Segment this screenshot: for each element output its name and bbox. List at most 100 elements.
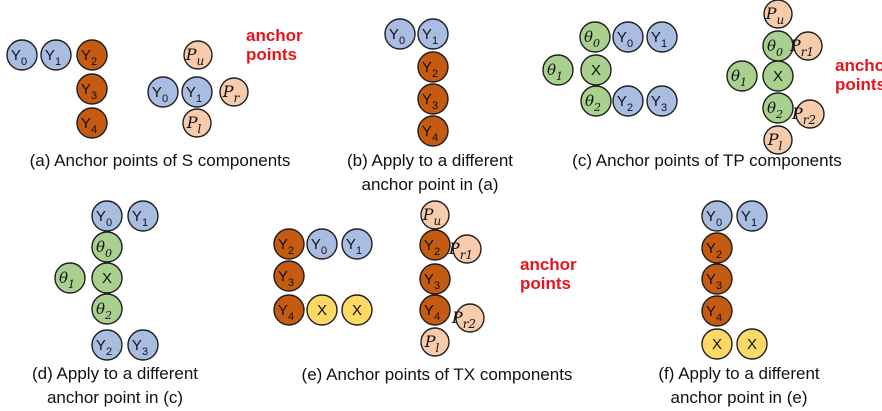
- anchor-point-subscript: u: [777, 13, 785, 27]
- y-node-circle: [417, 51, 449, 83]
- caption-c-line1: (c) Anchor points of TP components: [572, 151, 842, 170]
- anchor-point-Pr2: Pr2: [791, 99, 825, 129]
- y-node-symbol: Y: [741, 208, 751, 225]
- caption-a-line1: (a) Anchor points of S components: [30, 151, 291, 170]
- y-node-symbol: Y: [422, 123, 432, 140]
- x-node-symbol: X: [747, 336, 757, 353]
- theta-node-subscript: 1: [740, 76, 747, 89]
- y-node-Y2: Y2: [419, 229, 451, 261]
- anchor-point-label: Pr: [222, 82, 241, 105]
- x-node-label: X: [591, 62, 601, 79]
- x-node-X: X: [701, 328, 733, 360]
- anchor-point-circle: [219, 77, 249, 107]
- y-node-symbol: Y: [389, 26, 399, 43]
- anchor-point-symbol: P: [765, 4, 777, 23]
- x-node-circle: [580, 54, 612, 86]
- y-node-Y3: Y3: [646, 85, 678, 117]
- theta-node-subscript: 0: [105, 247, 112, 260]
- y-node-circle: [40, 39, 72, 71]
- y-node-label: Y1: [132, 208, 148, 229]
- y-node-subscript: 0: [162, 93, 168, 105]
- y-node-circle: [701, 263, 733, 295]
- y-node-subscript: 2: [91, 56, 97, 68]
- y-node-label: Y3: [706, 271, 722, 292]
- theta-node-circle: [580, 85, 612, 117]
- theta-node-symbol: θ: [584, 28, 593, 46]
- anchor-point-Pu: Pu: [763, 0, 793, 29]
- y-node-label: Y3: [424, 271, 440, 292]
- y-node-symbol: Y: [617, 93, 627, 110]
- anchor-point-circle: [795, 99, 825, 129]
- x-node-label: X: [747, 336, 757, 353]
- anchor-points-label-line2: points: [520, 274, 571, 293]
- x-node-symbol: X: [591, 62, 601, 79]
- anchor-points-label-line1: anchor: [835, 56, 882, 75]
- y-node-symbol: Y: [651, 29, 661, 46]
- y-node-symbol: Y: [422, 59, 432, 76]
- y-node-Y3: Y3: [127, 329, 159, 361]
- y-node-label: Y2: [278, 236, 294, 257]
- y-node-label: Y0: [389, 26, 405, 47]
- y-node-Y3: Y3: [273, 260, 305, 292]
- y-node-subscript: 4: [432, 132, 438, 144]
- y-node-circle: [612, 85, 644, 117]
- y-node-symbol: Y: [132, 337, 142, 354]
- y-node-label: Y2: [424, 237, 440, 258]
- y-node-label: Y2: [81, 47, 97, 68]
- anchor-point-subscript: l: [435, 341, 439, 355]
- y-node-Y2: Y2: [91, 329, 123, 361]
- anchor-point-subscript: r2: [803, 113, 816, 127]
- y-node-Y0: Y0: [701, 200, 733, 232]
- y-node-Y2: Y2: [76, 39, 108, 71]
- anchor-point-symbol: P: [186, 113, 198, 132]
- y-node-subscript: 0: [106, 217, 112, 229]
- y-node-label: Y3: [132, 337, 148, 358]
- y-node-symbol: Y: [132, 208, 142, 225]
- anchor-point-Pr: Pr: [219, 77, 249, 107]
- x-node-label: X: [352, 302, 362, 319]
- y-node-symbol: Y: [422, 26, 432, 43]
- y-node-label: Y3: [278, 268, 294, 289]
- x-node-circle: [306, 294, 338, 326]
- theta-node-label: θ1: [731, 67, 747, 89]
- y-node-Y4: Y4: [701, 295, 733, 327]
- anchor-point-symbol: P: [451, 308, 463, 327]
- theta-node-label: θ0: [584, 28, 600, 50]
- y-node-symbol: Y: [651, 93, 661, 110]
- theta-node-symbol: θ: [547, 61, 556, 79]
- y-node-subscript: 2: [288, 245, 294, 257]
- y-node-Y4: Y4: [273, 294, 305, 326]
- anchor-point-label: Pu: [765, 4, 785, 27]
- y-node-circle: [306, 228, 338, 260]
- y-node-subscript: 0: [321, 245, 327, 257]
- y-node-label: Y4: [424, 302, 440, 323]
- x-node-symbol: X: [712, 336, 722, 353]
- y-node-Y1: Y1: [341, 228, 373, 260]
- anchor-point-Pr1: Pr1: [789, 31, 823, 61]
- y-node-circle: [646, 85, 678, 117]
- y-node-symbol: Y: [152, 84, 162, 101]
- y-node-circle: [646, 21, 678, 53]
- y-node-subscript: 4: [716, 312, 722, 324]
- anchor-point-circle: [420, 327, 450, 357]
- y-node-subscript: 3: [716, 280, 722, 292]
- y-node-subscript: 3: [434, 280, 440, 292]
- theta-node-theta2: θ2: [580, 85, 612, 117]
- y-node-symbol: Y: [45, 47, 55, 64]
- theta-node-symbol: θ: [767, 37, 776, 55]
- caption-d-line2: anchor point in (c): [47, 388, 183, 407]
- anchor-point-label: Pl: [767, 130, 783, 153]
- caption-e-line1: (e) Anchor points of TX components: [302, 365, 573, 384]
- y-node-symbol: Y: [424, 271, 434, 288]
- y-node-circle: [341, 228, 373, 260]
- anchor-point-subscript: l: [197, 122, 201, 136]
- y-node-subscript: 1: [751, 217, 757, 229]
- y-node-subscript: 1: [356, 245, 362, 257]
- y-node-circle: [612, 21, 644, 53]
- theta-node-symbol: θ: [96, 300, 105, 318]
- y-node-label: Y4: [422, 123, 438, 144]
- y-node-symbol: Y: [278, 268, 288, 285]
- theta-node-symbol: θ: [96, 238, 105, 256]
